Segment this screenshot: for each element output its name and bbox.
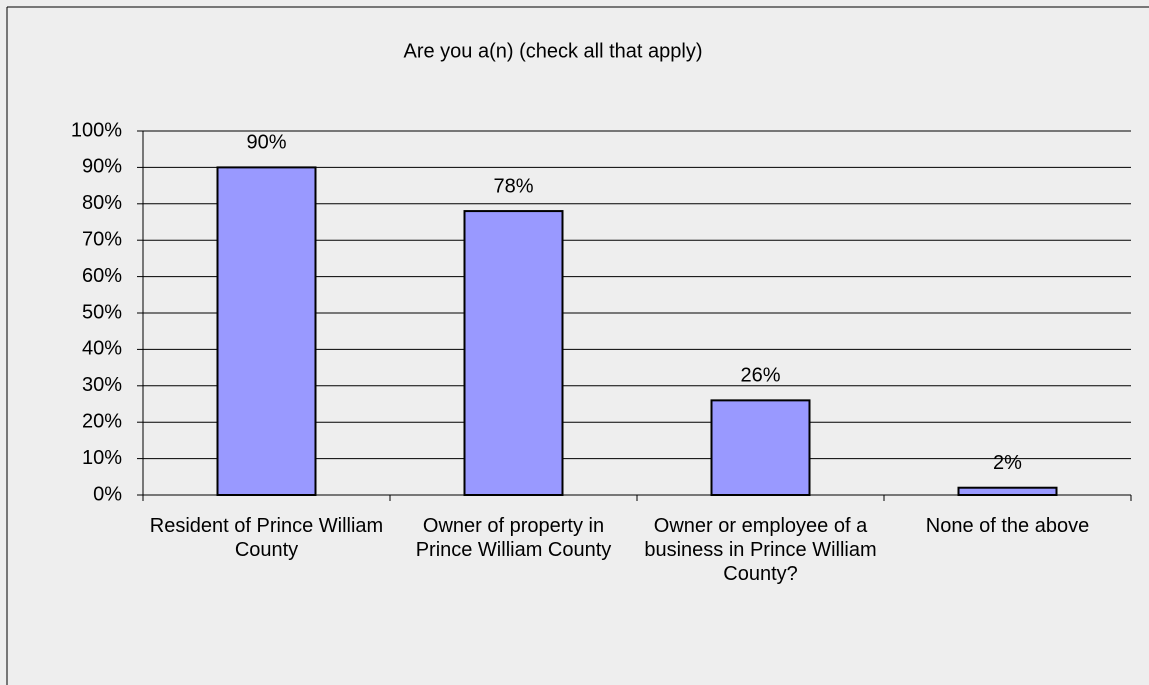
y-tick-label: 60% — [82, 265, 122, 287]
value-label: 26% — [740, 365, 780, 387]
y-tick-label: 80% — [82, 192, 122, 214]
y-tick-label: 30% — [82, 374, 122, 396]
y-tick-label: 40% — [82, 338, 122, 360]
bar — [710, 399, 811, 496]
y-tick-label: 90% — [82, 156, 122, 178]
value-label: 90% — [246, 132, 286, 154]
y-tick-label: 10% — [82, 447, 122, 469]
chart-title: Are you a(n) (check all that apply) — [403, 40, 702, 62]
x-tick-label: None of the above — [925, 515, 1090, 537]
bar — [957, 486, 1058, 497]
bar — [216, 166, 317, 496]
y-tick-label: 0% — [93, 483, 122, 505]
x-tick-label: Resident of Prince William County — [149, 515, 384, 561]
bar — [463, 210, 564, 497]
y-tick-label: 20% — [82, 410, 122, 432]
value-label: 2% — [993, 452, 1022, 474]
x-tick-label: Owner of property in Prince William Coun… — [415, 515, 612, 561]
y-tick-label: 100% — [71, 119, 122, 141]
value-label: 78% — [493, 175, 533, 197]
y-tick-label: 50% — [82, 301, 122, 323]
y-tick-label: 70% — [82, 228, 122, 250]
x-tick-label: Owner or employee of a business in Princ… — [644, 515, 877, 585]
